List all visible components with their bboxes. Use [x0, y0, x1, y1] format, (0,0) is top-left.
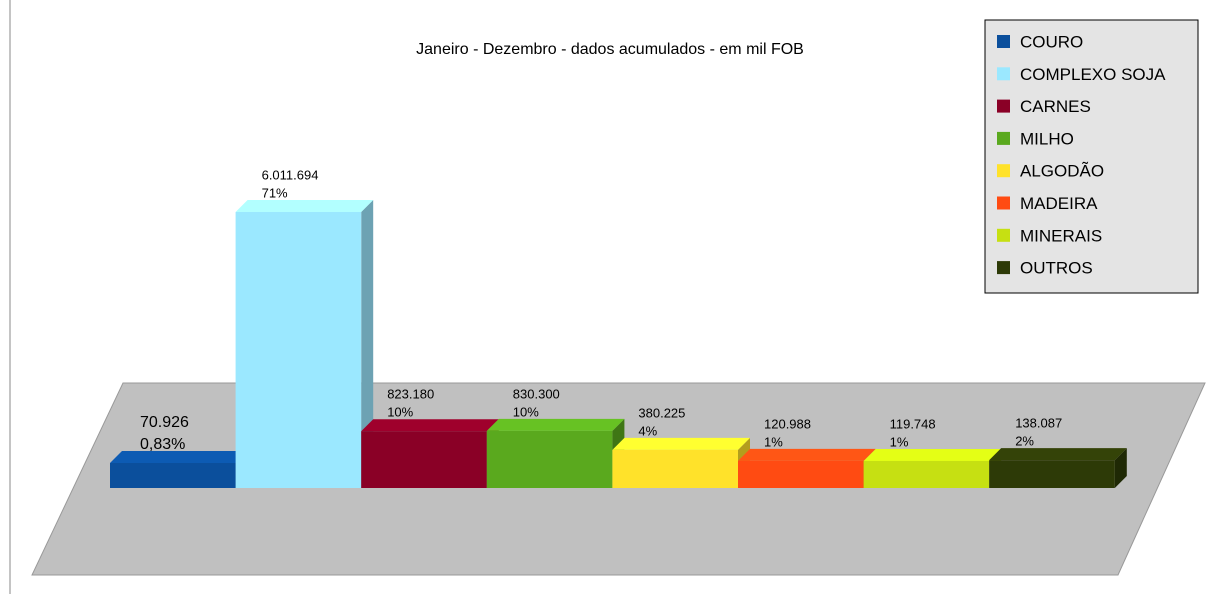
bar-top — [989, 448, 1127, 461]
percent-label: 10% — [387, 405, 413, 420]
legend-label: CARNES — [1020, 97, 1091, 116]
bar-top — [110, 451, 248, 464]
legend-swatch — [997, 261, 1010, 275]
percent-label: 1% — [764, 434, 783, 449]
value-label: 380.225 — [638, 405, 685, 420]
percent-label: 10% — [513, 404, 539, 419]
value-label: 823.180 — [387, 387, 434, 402]
percent-label: 2% — [1015, 434, 1034, 449]
bar-top — [863, 448, 1002, 461]
bar — [235, 212, 362, 488]
value-label: 830.300 — [513, 386, 560, 401]
legend-label: COMPLEXO SOJA — [1020, 65, 1166, 84]
value-label: 120.988 — [764, 416, 811, 431]
bar-side — [361, 200, 374, 488]
bar-top — [486, 418, 625, 431]
bar-top — [361, 419, 499, 432]
percent-label: 1% — [890, 434, 909, 449]
legend-label: OUTROS — [1020, 259, 1093, 278]
percent-label: 4% — [638, 423, 657, 438]
legend-swatch — [997, 35, 1010, 48]
legend-swatch — [997, 196, 1010, 210]
legend-swatch — [997, 228, 1010, 242]
bar — [612, 449, 738, 488]
bar — [486, 430, 613, 488]
legend-swatch — [997, 164, 1010, 178]
bar — [989, 460, 1115, 488]
legend-swatch — [997, 67, 1010, 81]
bar-top — [738, 448, 876, 461]
value-label: 119.748 — [890, 416, 936, 431]
legend-label: COURO — [1020, 32, 1083, 51]
bar — [863, 460, 990, 488]
legend-label: ALGODÃO — [1020, 162, 1104, 181]
value-label: 70.926 — [140, 414, 189, 431]
percent-label: 0,83% — [140, 436, 185, 453]
legend-swatch — [997, 131, 1010, 145]
legend-label: MINERAIS — [1020, 226, 1102, 245]
bar-top — [612, 437, 750, 450]
bar — [738, 460, 864, 488]
bar — [110, 463, 236, 488]
value-label: 6.011.694 — [262, 167, 319, 182]
legend — [984, 19, 1199, 294]
chart-title: Janeiro - Dezembro - dados acumulados - … — [416, 41, 804, 58]
value-label: 138.087 — [1015, 416, 1062, 431]
percent-label: 71% — [262, 185, 288, 200]
bar — [361, 431, 487, 488]
legend-label: MILHO — [1020, 129, 1074, 148]
bar-side — [1114, 448, 1127, 488]
legend-swatch — [997, 99, 1010, 113]
bar-top — [235, 200, 374, 212]
legend-label: MADEIRA — [1020, 194, 1098, 213]
